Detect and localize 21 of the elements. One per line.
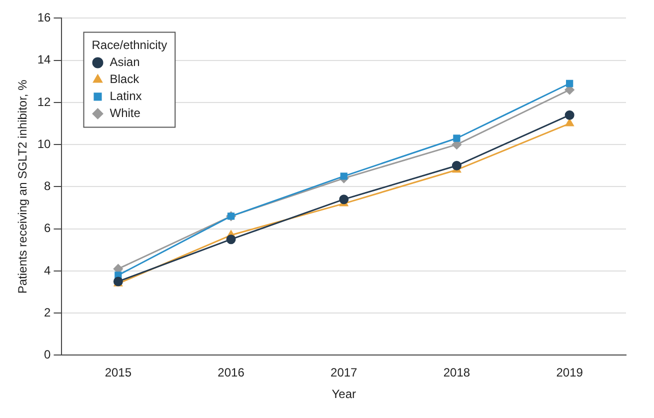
y-axis-title: Patients receiving an SGLT2 inhibitor, % xyxy=(16,79,30,294)
y-tick-label: 16 xyxy=(37,10,52,25)
x-axis-title: Year xyxy=(332,387,356,402)
y-tick-label: 14 xyxy=(37,52,52,67)
legend-label: White xyxy=(110,106,141,120)
y-tick-label: 12 xyxy=(37,94,52,109)
x-tick-label: 2017 xyxy=(330,366,358,380)
x-tick-label: 2018 xyxy=(443,366,470,380)
y-tick-label: 8 xyxy=(44,179,52,194)
y-tick-label: 6 xyxy=(44,221,52,236)
x-tick-label: 2015 xyxy=(104,366,132,380)
x-tick-label: 2019 xyxy=(556,366,584,380)
x-tick-label: 2016 xyxy=(218,366,245,380)
legend-label: Black xyxy=(110,72,140,86)
y-tick-label: 10 xyxy=(37,136,52,151)
y-tick-label: 2 xyxy=(44,305,52,320)
y-tick-label: 4 xyxy=(44,263,52,278)
y-tick-label: 0 xyxy=(44,348,52,362)
legend-title: Race/ethnicity xyxy=(92,38,168,52)
legend-label: Latinx xyxy=(110,89,142,104)
legend-label: Asian xyxy=(110,55,140,70)
